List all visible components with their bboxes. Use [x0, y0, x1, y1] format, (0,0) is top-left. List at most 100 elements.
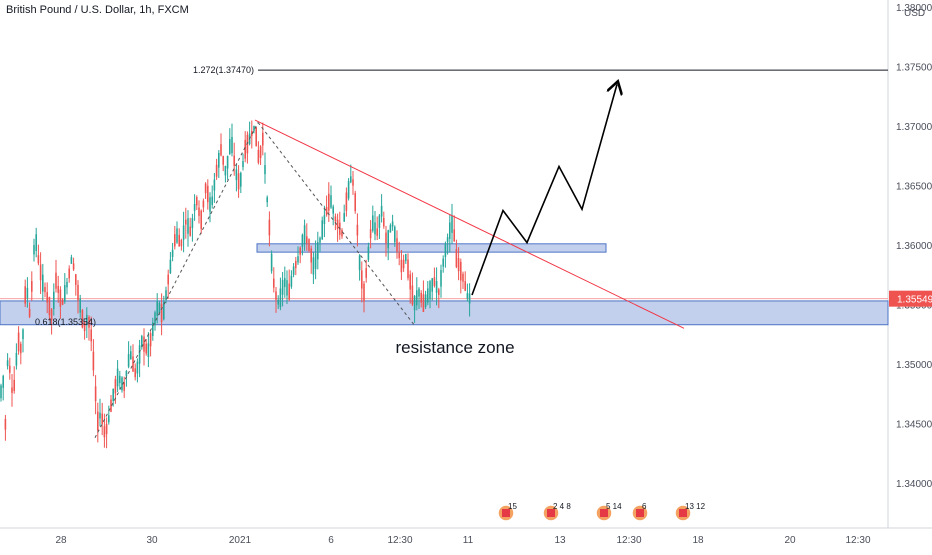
price-tick-label: 1.35000 — [896, 360, 932, 371]
candle-body — [453, 229, 455, 242]
candle-body — [20, 343, 22, 354]
candle-body — [11, 387, 13, 393]
candle-body — [83, 321, 86, 332]
candle-body — [180, 240, 183, 247]
candle-body — [257, 149, 260, 163]
candle-body — [103, 426, 106, 438]
candle-body — [354, 193, 356, 212]
candle-body — [90, 329, 92, 342]
candle-body — [152, 322, 154, 336]
candle-body — [435, 280, 438, 293]
candle-body — [4, 418, 7, 430]
candle-body — [55, 272, 57, 289]
candle-body — [365, 268, 367, 278]
event-icon[interactable]: 6 — [631, 502, 649, 522]
flag-stripe — [600, 509, 608, 517]
time-tick-label: 13 — [554, 535, 566, 546]
candle-body — [336, 219, 339, 229]
candle-body — [319, 237, 321, 243]
candle-body — [17, 332, 20, 352]
event-icon[interactable]: 13 12 — [674, 502, 706, 522]
small-zone-box[interactable] — [256, 243, 607, 253]
candle-body — [211, 196, 213, 205]
event-icon[interactable]: 5 14 — [595, 502, 622, 522]
candle-body — [185, 219, 187, 225]
event-count: 2 4 8 — [553, 502, 571, 511]
candle-body — [226, 155, 229, 169]
candle-body — [97, 411, 99, 431]
flag-stripe — [636, 509, 644, 517]
candle-body — [207, 185, 209, 203]
candle-body — [81, 310, 84, 328]
event-count: 13 12 — [685, 502, 706, 511]
candle-body — [13, 379, 15, 391]
candle-body — [132, 356, 134, 372]
candle-body — [290, 275, 293, 287]
flag-stripe — [502, 509, 510, 517]
candle-body — [325, 206, 328, 215]
candle-body — [361, 270, 363, 289]
candle-body — [222, 155, 224, 165]
candle-body — [191, 218, 194, 229]
time-tick-label: 28 — [55, 535, 67, 546]
candle-body — [92, 351, 95, 371]
candle-body — [418, 288, 420, 297]
candle-body — [312, 257, 315, 275]
candle-body — [328, 193, 330, 211]
candle-body — [229, 139, 231, 154]
candle-body — [110, 399, 112, 412]
candle-body — [262, 132, 264, 146]
candle-body — [130, 351, 132, 360]
candle-body — [6, 360, 9, 367]
candle-body — [42, 274, 44, 292]
candle-body — [321, 220, 323, 240]
candle-body — [284, 278, 286, 288]
event-icon[interactable]: 15 — [497, 502, 517, 522]
candle-body — [400, 259, 403, 273]
candle-body — [310, 248, 312, 263]
candle-body — [66, 281, 68, 288]
candle-body — [343, 213, 345, 222]
candle-body — [431, 278, 433, 292]
candle-body — [427, 288, 429, 303]
candle-body — [112, 388, 114, 401]
candle-body — [464, 281, 466, 291]
candle-body — [268, 219, 271, 236]
candle-body — [108, 415, 110, 423]
descending-trendline[interactable] — [254, 119, 685, 329]
candle-body — [59, 289, 62, 307]
candle-body — [101, 413, 103, 424]
candle-body — [198, 207, 200, 216]
time-tick-label: 18 — [692, 535, 704, 546]
last-price-tag — [889, 290, 932, 307]
candle-body — [215, 164, 218, 177]
candle-body — [61, 299, 64, 305]
event-icon[interactable]: 2 4 8 — [542, 502, 571, 522]
candle-body — [147, 343, 150, 357]
projection-path-arrow[interactable] — [471, 84, 617, 296]
candle-body — [449, 222, 451, 239]
candle-body — [189, 226, 191, 236]
candle-body — [24, 286, 26, 304]
candle-body — [204, 183, 207, 194]
candle-body — [299, 247, 301, 255]
candle-body — [451, 215, 453, 233]
candle-body — [242, 161, 244, 168]
candle-body — [64, 285, 66, 302]
time-tick-label: 11 — [463, 535, 474, 546]
candle-body — [266, 197, 268, 203]
resistance-zone-box[interactable] — [0, 300, 889, 326]
candle-body — [134, 368, 136, 378]
candle-body — [422, 294, 425, 312]
candle-body — [405, 254, 407, 261]
candle-body — [402, 259, 405, 269]
candle-body — [407, 259, 409, 279]
candle-body — [119, 375, 121, 384]
candle-body — [341, 229, 343, 237]
candle-body — [433, 277, 436, 286]
time-tick-label: 12:30 — [845, 535, 870, 546]
candle-body — [233, 155, 235, 166]
candle-body — [220, 144, 222, 156]
